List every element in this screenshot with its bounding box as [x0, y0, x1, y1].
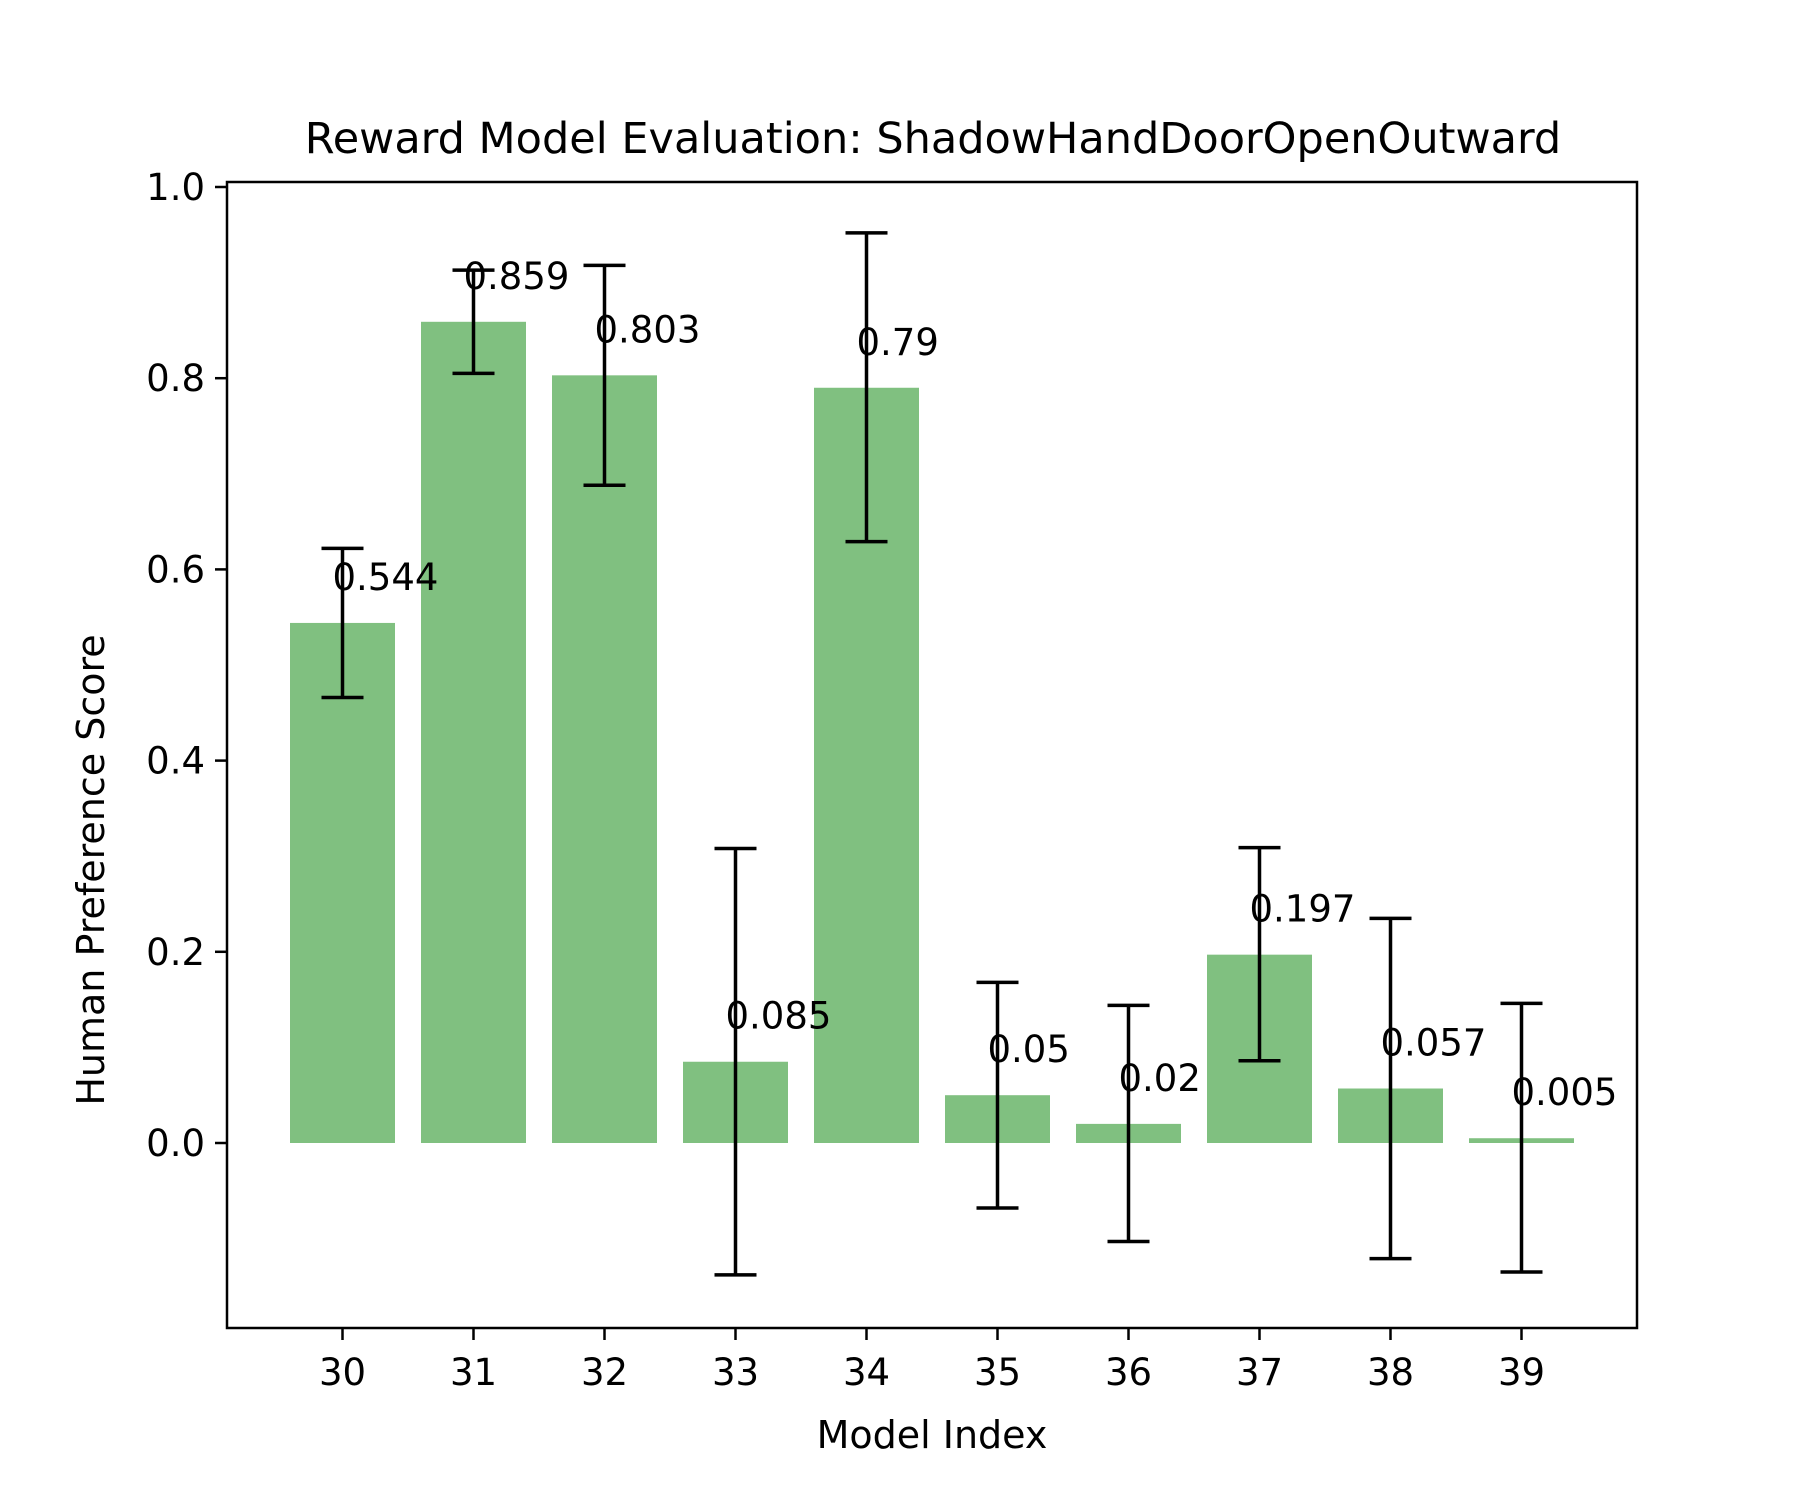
value-labels: 0.544 0.859 0.803 0.085 0.79 0.05 0.02 0.197 0.0…: [333, 255, 1618, 1114]
bar: [421, 321, 526, 1143]
x-tick-label: 39: [1498, 1351, 1545, 1394]
x-tick-label: 36: [1105, 1351, 1152, 1394]
error-bar: [1107, 1003, 1150, 1244]
x-tick-label: 35: [974, 1351, 1021, 1394]
bar: [552, 375, 657, 1143]
y-tick-label: 0.2: [146, 931, 205, 974]
error-bar: [452, 268, 495, 376]
error-bar: [1369, 916, 1412, 1261]
bar-value-label: 0.02: [1119, 1057, 1201, 1100]
bar-value-label: 0.005: [1512, 1071, 1618, 1114]
y-tick-label: 0.8: [146, 357, 205, 400]
bar: [290, 622, 395, 1143]
x-tick-label: 32: [581, 1351, 628, 1394]
error-bar: [1500, 1001, 1543, 1274]
error-bar: [321, 546, 364, 700]
chart-title: Reward Model Evaluation: ShadowHandDoorO…: [305, 114, 1561, 164]
x-axis-label: Model Index: [817, 1413, 1048, 1457]
plot-frame: [225, 180, 1639, 1330]
bar-value-label: 0.085: [726, 995, 832, 1038]
bar-value-label: 0.859: [464, 255, 570, 298]
error-bar: [1238, 845, 1281, 1063]
error-bar: [583, 263, 626, 488]
bar-value-label: 0.544: [333, 556, 439, 599]
error-bar: [714, 846, 757, 1277]
y-axis: 0.0 0.2 0.4 0.6 0.8 1.0: [146, 166, 227, 1165]
y-tick-label: 0.4: [146, 740, 205, 783]
error-bar: [845, 231, 888, 544]
bar-value-label: 0.79: [857, 321, 939, 364]
error-bar: [976, 980, 1019, 1210]
bar-value-label: 0.057: [1381, 1022, 1487, 1065]
x-tick-label: 37: [1236, 1351, 1283, 1394]
bars: [290, 321, 1574, 1143]
x-tick-label: 33: [712, 1351, 759, 1394]
x-tick-label: 34: [843, 1351, 890, 1394]
bar-value-label: 0.197: [1250, 888, 1356, 931]
y-tick-label: 0.0: [146, 1122, 205, 1165]
error-bars: [321, 231, 1543, 1277]
y-tick-label: 1.0: [146, 166, 205, 209]
x-tick-label: 38: [1367, 1351, 1414, 1394]
x-axis: 30 31 32 33 34 35 36 37 38 39: [319, 1328, 1545, 1394]
y-tick-label: 0.6: [146, 548, 205, 591]
x-tick-label: 30: [319, 1351, 366, 1394]
y-axis-label: Human Preference Score: [69, 634, 113, 1105]
bar-value-label: 0.803: [595, 308, 701, 351]
bar-value-label: 0.05: [988, 1028, 1070, 1071]
x-tick-label: 31: [450, 1351, 497, 1394]
